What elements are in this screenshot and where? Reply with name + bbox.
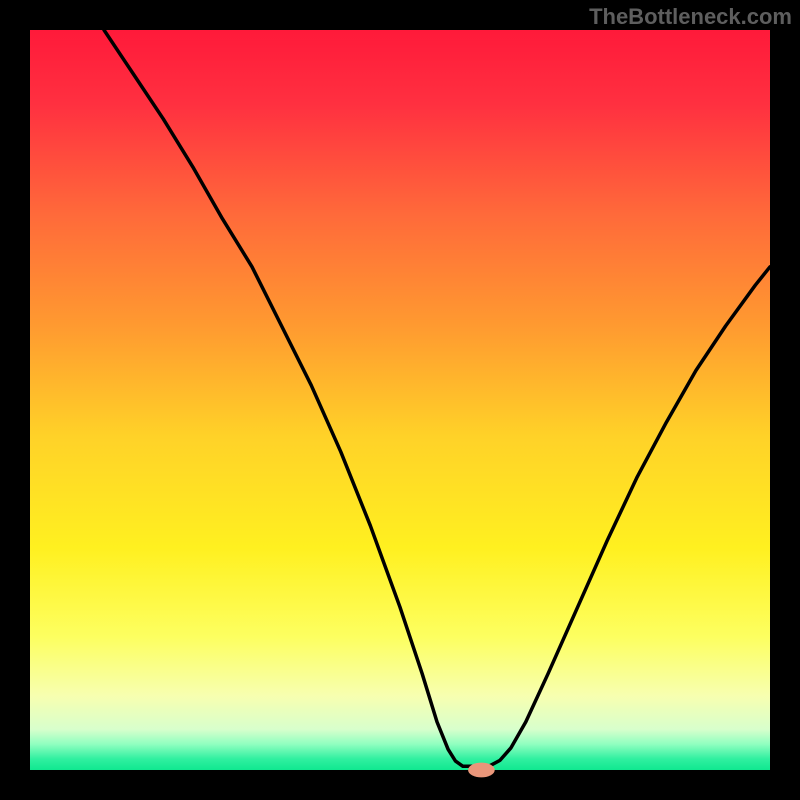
bottleneck-chart xyxy=(0,0,800,800)
watermark-text: TheBottleneck.com xyxy=(589,4,792,30)
chart-plot-bg xyxy=(30,30,770,770)
optimal-point-marker xyxy=(468,763,495,778)
